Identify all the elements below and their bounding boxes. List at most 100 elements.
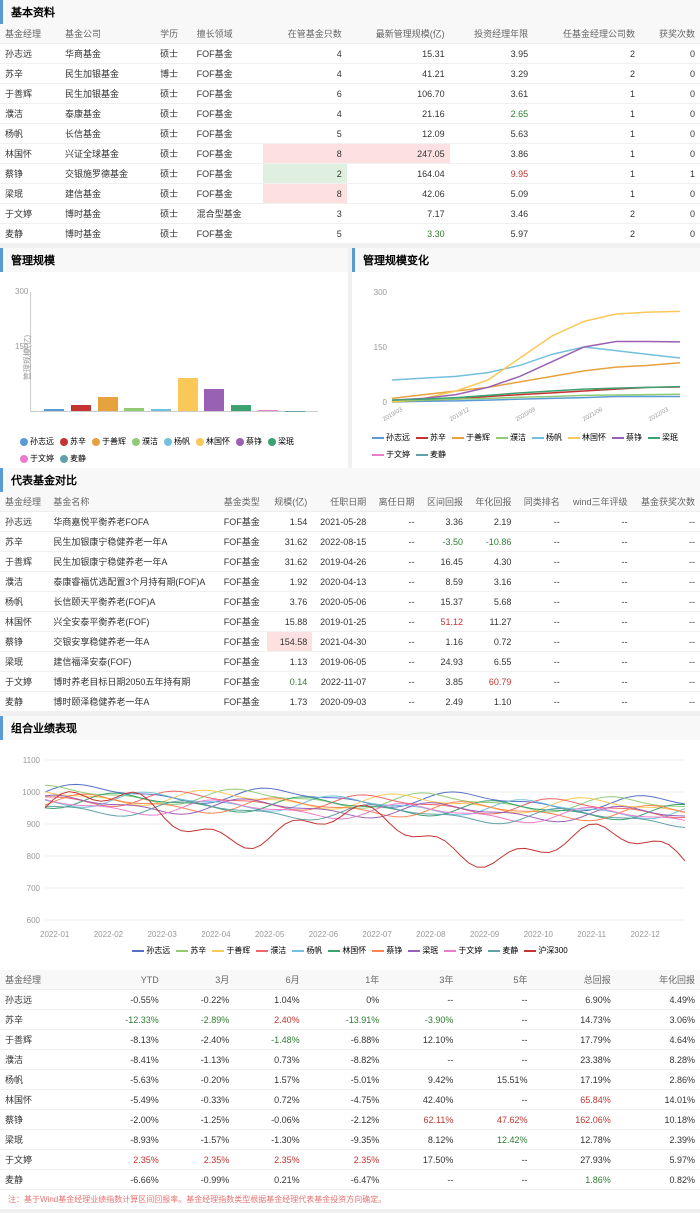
- bar[interactable]: [231, 405, 251, 411]
- table-row[interactable]: 濮洁泰康基金硕士FOF基金421.162.6510: [0, 104, 700, 124]
- bar[interactable]: [71, 405, 91, 411]
- legend-item[interactable]: 苏辛: [176, 945, 206, 956]
- table-row[interactable]: 林国怀兴证全球基金硕士FOF基金8247.053.8610: [0, 144, 700, 164]
- table-row[interactable]: 于善辉民生加银基金硕士FOF基金6106.703.6110: [0, 84, 700, 104]
- bar[interactable]: [98, 397, 118, 411]
- cell: 混合型基金: [192, 204, 264, 224]
- legend-item[interactable]: 蔡铮: [236, 436, 262, 447]
- table-row[interactable]: 杨帆长信颐天平衡养老(FOF)AFOF基金3.762020-05-06--15.…: [0, 592, 700, 612]
- cell: 苏辛: [0, 532, 48, 552]
- cell: FOF基金: [192, 144, 264, 164]
- table-row[interactable]: 于文婷博时养老目标日期2050五年持有期FOF基金0.142022-11-07-…: [0, 672, 700, 692]
- cell: 2: [533, 64, 640, 84]
- legend-item[interactable]: 杨帆: [164, 436, 190, 447]
- bar[interactable]: [151, 409, 171, 411]
- table-row[interactable]: 于善辉-8.13%-2.40%-1.48%-6.88%12.10%--17.79…: [0, 1030, 700, 1050]
- legend-item[interactable]: 麦静: [416, 449, 446, 460]
- legend-item[interactable]: 于文婷: [20, 453, 54, 464]
- legend-item[interactable]: 于善辉: [92, 436, 126, 447]
- legend-item[interactable]: 杨帆: [532, 432, 562, 443]
- legend-item[interactable]: 杨帆: [292, 945, 322, 956]
- scale-change-box: 管理规模变化 0150300 2019/032019/122020/092021…: [352, 248, 700, 468]
- table-row[interactable]: 孙志远-0.55%-0.22%1.04%0%----6.90%4.49%: [0, 990, 700, 1010]
- legend-item[interactable]: 孙志远: [132, 945, 170, 956]
- table-row[interactable]: 孙志远华商嘉悦平衡养老FOFAFOF基金1.542021-05-28--3.36…: [0, 512, 700, 532]
- cell: 硕士: [155, 164, 192, 184]
- table-row[interactable]: 杨帆长信基金硕士FOF基金512.095.6310: [0, 124, 700, 144]
- legend-item[interactable]: 苏辛: [60, 436, 86, 447]
- cell: --: [565, 572, 633, 592]
- table-row[interactable]: 蔡铮-2.00%-1.25%-0.06%-2.12%62.11%47.62%16…: [0, 1110, 700, 1130]
- cell: 蔡铮: [0, 164, 60, 184]
- table-row[interactable]: 蔡铮交银施罗德基金硕士FOF基金2164.049.9511: [0, 164, 700, 184]
- table-row[interactable]: 于文婷2.35%2.35%2.35%2.35%17.50%--27.93%5.9…: [0, 1150, 700, 1170]
- cell: 154.58: [267, 632, 312, 652]
- cell: 41.21: [347, 64, 450, 84]
- cell: 3.30: [347, 224, 450, 244]
- legend-item[interactable]: 于文婷: [372, 449, 410, 460]
- bar[interactable]: [178, 378, 198, 411]
- cell: --: [516, 552, 564, 572]
- svg-text:900: 900: [27, 820, 41, 829]
- table-row[interactable]: 麦静博时颐泽稳健养老一年AFOF基金1.732020-09-03--2.491.…: [0, 692, 700, 712]
- basic-table: 基金经理基金公司学历擅长领域在管基金只数最新管理规模(亿)投资经理年限任基金经理…: [0, 24, 700, 244]
- legend-item[interactable]: 林国怀: [196, 436, 230, 447]
- legend-item[interactable]: 于文婷: [444, 945, 482, 956]
- cell: 23.38%: [533, 1050, 616, 1070]
- cell: 1.86%: [533, 1170, 616, 1190]
- cell: 麦静: [0, 1170, 84, 1190]
- svg-text:700: 700: [27, 884, 41, 893]
- table-row[interactable]: 梁珉建信福泽安泰(FOF)FOF基金1.132019-06-05--24.936…: [0, 652, 700, 672]
- table-row[interactable]: 孙志远华商基金硕士FOF基金415.313.9520: [0, 44, 700, 64]
- cell: --: [565, 652, 633, 672]
- legend-item[interactable]: 林国怀: [328, 945, 366, 956]
- legend-item[interactable]: 梁珉: [268, 436, 294, 447]
- legend-item[interactable]: 梁珉: [648, 432, 678, 443]
- table-row[interactable]: 林国怀-5.49%-0.33%0.72%-4.75%42.40%--65.84%…: [0, 1090, 700, 1110]
- table-row[interactable]: 杨帆-5.63%-0.20%1.57%-5.01%9.42%15.51%17.1…: [0, 1070, 700, 1090]
- legend-item[interactable]: 蔡铮: [372, 945, 402, 956]
- legend-item[interactable]: 沪深300: [524, 945, 567, 956]
- legend-item[interactable]: 濮洁: [256, 945, 286, 956]
- cell: 2: [533, 204, 640, 224]
- cell: 0: [640, 104, 700, 124]
- cell: 3.16: [468, 572, 516, 592]
- table-row[interactable]: 梁珉建信基金硕士FOF基金842.065.0910: [0, 184, 700, 204]
- table-row[interactable]: 林国怀兴全安泰平衡养老(FOF)FOF基金15.882019-01-25--51…: [0, 612, 700, 632]
- legend-item[interactable]: 林国怀: [568, 432, 606, 443]
- bar[interactable]: [44, 409, 64, 411]
- table-row[interactable]: 于善辉民生加银康宁稳健养老一年AFOF基金31.622019-04-26--16…: [0, 552, 700, 572]
- legend-item[interactable]: 于善辉: [212, 945, 250, 956]
- bar[interactable]: [124, 408, 144, 411]
- bar[interactable]: [204, 389, 224, 411]
- legend-item[interactable]: 于善辉: [452, 432, 490, 443]
- legend-item[interactable]: 孙志远: [372, 432, 410, 443]
- cell: 8.59: [420, 572, 468, 592]
- table-row[interactable]: 蔡铮交银安享稳健养老一年AFOF基金154.582021-04-30--1.16…: [0, 632, 700, 652]
- table-row[interactable]: 濮洁-8.41%-1.13%0.73%-8.82%----23.38%8.28%: [0, 1050, 700, 1070]
- table-row[interactable]: 濮洁泰康睿福优选配置3个月持有期(FOF)AFOF基金1.922020-04-1…: [0, 572, 700, 592]
- legend-item[interactable]: 濮洁: [496, 432, 526, 443]
- cell: --: [458, 1050, 532, 1070]
- bar[interactable]: [258, 410, 278, 411]
- table-row[interactable]: 麦静-6.66%-0.99%0.21%-6.47%----1.86%0.82%: [0, 1170, 700, 1190]
- table-row[interactable]: 苏辛民生加银基金博士FOF基金441.213.2920: [0, 64, 700, 84]
- table-row[interactable]: 苏辛-12.33%-2.89%2.40%-13.91%-3.90%--14.73…: [0, 1010, 700, 1030]
- table-row[interactable]: 梁珉-8.93%-1.57%-1.30%-9.35%8.12%12.42%12.…: [0, 1130, 700, 1150]
- cell: --: [516, 632, 564, 652]
- legend-item[interactable]: 孙志远: [20, 436, 54, 447]
- cell: --: [371, 572, 419, 592]
- legend-item[interactable]: 蔡铮: [612, 432, 642, 443]
- legend-item[interactable]: 濮洁: [132, 436, 158, 447]
- cell: 兴证全球基金: [60, 144, 155, 164]
- cell: 106.70: [347, 84, 450, 104]
- legend-item[interactable]: 麦静: [488, 945, 518, 956]
- table-row[interactable]: 苏辛民生加银康宁稳健养老一年AFOF基金31.622022-08-15---3.…: [0, 532, 700, 552]
- legend-item[interactable]: 苏辛: [416, 432, 446, 443]
- table-row[interactable]: 于文婷博时基金硕士混合型基金37.173.4620: [0, 204, 700, 224]
- legend-item[interactable]: 麦静: [60, 453, 86, 464]
- table-row[interactable]: 麦静博时基金硕士FOF基金53.305.9720: [0, 224, 700, 244]
- cell: 9.42%: [384, 1070, 458, 1090]
- legend-item[interactable]: 梁珉: [408, 945, 438, 956]
- cell: 杨帆: [0, 592, 48, 612]
